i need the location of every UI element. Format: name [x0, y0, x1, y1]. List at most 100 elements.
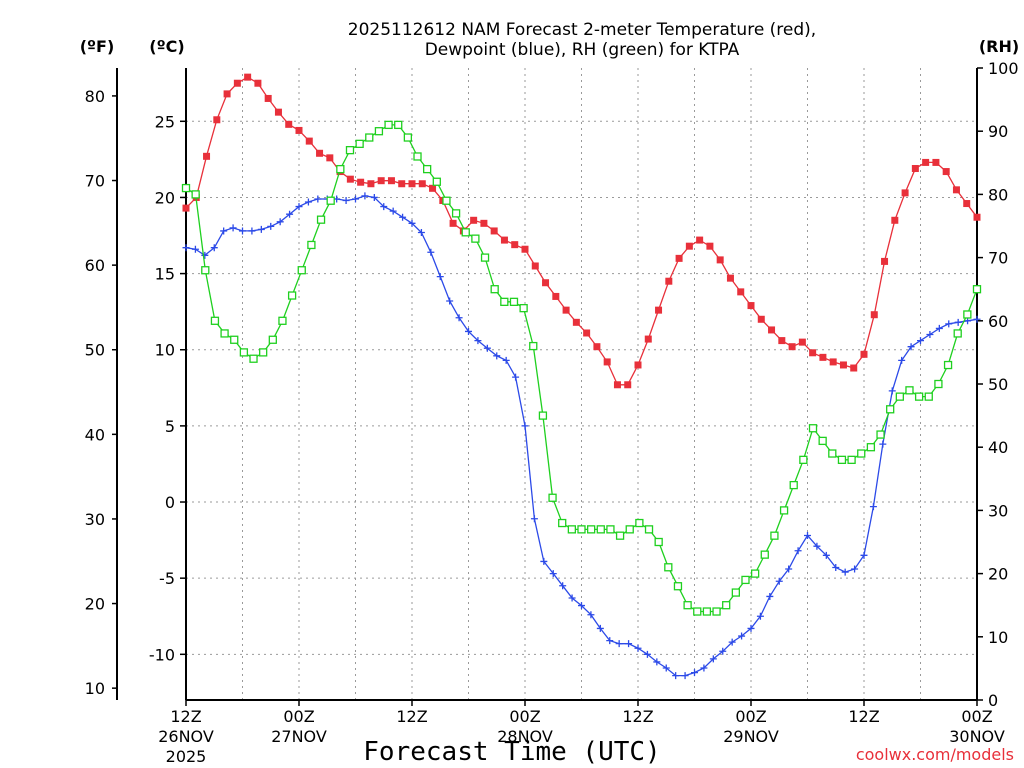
- rh-point: [297, 266, 306, 275]
- rh-point: [191, 190, 200, 199]
- rh-point: [934, 379, 943, 389]
- temperature-point: [295, 126, 303, 134]
- rh-unit-label: (RH): [979, 37, 1019, 56]
- rh-point: [895, 392, 904, 401]
- temperature-point: [819, 353, 827, 361]
- temperature-point: [788, 343, 796, 351]
- temperature-point: [203, 152, 211, 160]
- time-tick-label: 00Z: [509, 707, 540, 726]
- dewpoint-point: [436, 273, 444, 281]
- rh-tick-label: 10: [988, 628, 1008, 647]
- rh-point: [490, 285, 499, 294]
- rh-tick-label: 60: [988, 312, 1008, 331]
- temperature-point: [572, 318, 580, 326]
- rh-point: [914, 392, 924, 401]
- rh-point: [509, 297, 519, 306]
- dewpoint-point: [860, 551, 868, 559]
- dewpoint-point: [408, 219, 416, 227]
- celsius-tick-label: 25: [155, 112, 175, 131]
- dewpoint-point: [756, 612, 764, 620]
- celsius-tick-label: 10: [155, 341, 175, 360]
- time-tick-label: 00Z: [735, 707, 766, 726]
- dewpoint-point: [587, 611, 595, 619]
- rh-point: [471, 234, 480, 243]
- rh-point: [770, 531, 779, 540]
- dewpoint-point: [559, 582, 567, 590]
- dewpoint-point: [954, 318, 962, 326]
- tick-labels: 80706050403020102520151050-5-10010203040…: [85, 59, 1019, 766]
- dewpoint-point: [239, 227, 246, 235]
- dewpoint-point: [257, 225, 265, 233]
- rh-point: [644, 525, 654, 534]
- dewpoint-point: [389, 207, 397, 215]
- temperature-point: [757, 315, 765, 323]
- rh-point: [278, 316, 287, 325]
- rh-point: [326, 196, 335, 205]
- dewpoint-point: [352, 195, 359, 203]
- temperature-point: [675, 254, 683, 262]
- fahrenheit-tick-label: 80: [85, 87, 105, 106]
- temperature-point: [891, 216, 899, 224]
- rh-point: [615, 531, 625, 540]
- dewpoint-point: [662, 664, 670, 672]
- temperature-point: [778, 337, 786, 345]
- rh-point: [741, 575, 750, 585]
- temperature-point: [264, 94, 272, 102]
- rh-point: [480, 253, 490, 262]
- temperature-point: [470, 216, 478, 224]
- temperature-point: [768, 326, 776, 334]
- rh-point: [548, 493, 557, 502]
- rh-point: [886, 405, 895, 414]
- dewpoint-point: [804, 532, 811, 540]
- rh-point: [210, 316, 220, 325]
- rh-point: [577, 525, 586, 534]
- rh-point: [432, 177, 441, 186]
- temperature-point: [665, 277, 673, 285]
- rh-point: [519, 304, 528, 313]
- time-tick-label: 12Z: [170, 707, 201, 726]
- dewpoint-point: [201, 251, 209, 259]
- dewpoint-point: [813, 542, 821, 550]
- dewpoint-point: [380, 203, 388, 211]
- dewpoint-point: [973, 315, 981, 323]
- rh-tick-label: 20: [988, 565, 1008, 584]
- dewpoint-point: [427, 248, 435, 256]
- rh-point: [779, 506, 789, 515]
- temperature-point: [418, 180, 426, 188]
- temperature-point: [726, 274, 734, 282]
- rh-point: [461, 228, 470, 237]
- dewpoint-point: [926, 331, 934, 339]
- dewpoint-point: [709, 655, 717, 663]
- rh-point: [905, 386, 914, 395]
- rh-point: [529, 341, 538, 351]
- temperature-point: [562, 306, 570, 314]
- dewpoint-point: [785, 565, 793, 573]
- rh-point: [586, 525, 596, 534]
- dewpoint-point: [267, 222, 275, 230]
- dewpoint-point: [361, 192, 369, 200]
- rh-point: [866, 443, 876, 452]
- temperature-point: [521, 245, 529, 253]
- rh-point: [259, 348, 268, 357]
- rh-point: [789, 480, 798, 490]
- dewpoint-point: [625, 640, 633, 648]
- temperature-point: [274, 108, 282, 116]
- dewpoint-point: [549, 570, 557, 578]
- temperature-point: [408, 180, 416, 188]
- temperature-point: [357, 178, 365, 186]
- temperature-point: [911, 165, 919, 173]
- dewpoint-point: [841, 568, 849, 576]
- dewpoint-point: [578, 602, 585, 610]
- temperature-point: [346, 175, 354, 183]
- temperature-point: [952, 186, 960, 194]
- celsius-tick-label: 20: [155, 188, 175, 207]
- temperature-point: [870, 311, 878, 319]
- temperature-point: [500, 236, 508, 244]
- date-tick-label: 26NOV: [158, 727, 214, 746]
- dewpoint-point: [606, 637, 614, 645]
- rh-point: [500, 297, 509, 306]
- rh-point: [943, 360, 953, 370]
- rh-point: [316, 215, 326, 224]
- celsius-tick-label: 0: [165, 493, 175, 512]
- rh-point: [538, 411, 548, 420]
